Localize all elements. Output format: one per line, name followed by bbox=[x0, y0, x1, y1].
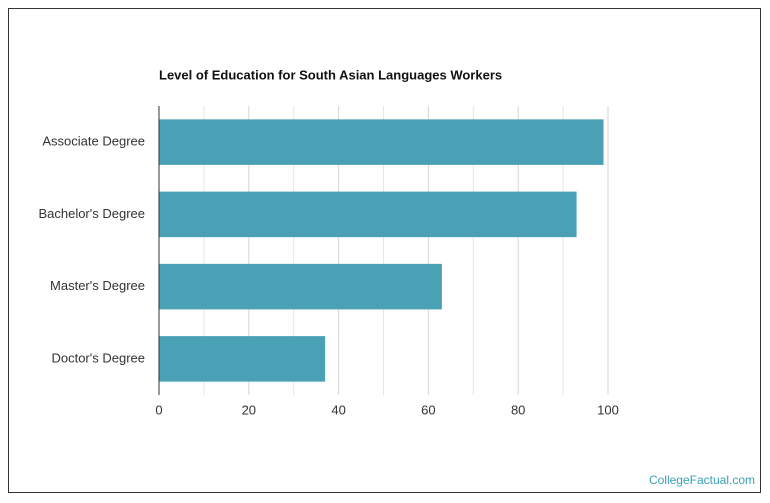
y-tick-label: Bachelor's Degree bbox=[38, 206, 145, 221]
bar bbox=[159, 263, 442, 310]
x-tick-label: 100 bbox=[597, 402, 619, 417]
source-link[interactable]: CollegeFactual.com bbox=[649, 473, 755, 487]
x-tick-label: 60 bbox=[421, 402, 435, 417]
chart-title: Level of Education for South Asian Langu… bbox=[159, 67, 502, 82]
bar bbox=[159, 336, 326, 382]
bar bbox=[159, 119, 604, 165]
y-tick-label: Associate Degree bbox=[42, 134, 145, 149]
x-tick-label: 80 bbox=[511, 402, 525, 417]
y-tick-label: Master's Degree bbox=[50, 278, 145, 293]
bar bbox=[159, 191, 577, 238]
x-tick-label: 0 bbox=[155, 402, 162, 417]
frame bbox=[8, 8, 761, 493]
x-tick-label: 40 bbox=[331, 402, 345, 417]
y-tick-label: Doctor's Degree bbox=[51, 350, 145, 365]
x-tick-label: 20 bbox=[242, 402, 256, 417]
